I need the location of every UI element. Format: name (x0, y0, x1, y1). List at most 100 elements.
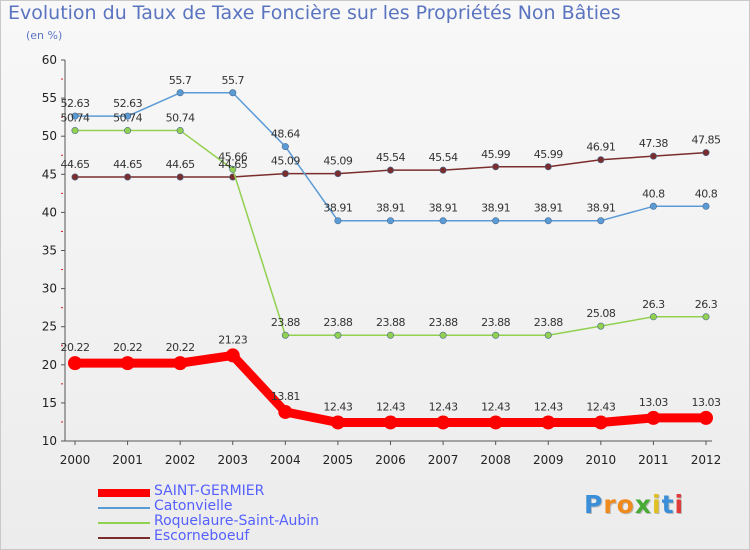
data-label: 44.65 (113, 158, 142, 171)
data-point (173, 356, 188, 371)
data-label: 45.99 (481, 148, 510, 161)
y-tick-label: 10 (42, 434, 57, 448)
data-label: 45.09 (271, 155, 300, 168)
data-point (492, 217, 500, 225)
y-tick-label: 55 (42, 91, 57, 105)
x-tick-label: 2006 (375, 453, 406, 467)
data-point (492, 163, 500, 171)
data-label: 52.63 (61, 97, 90, 110)
legend-label: Catonvielle (154, 498, 233, 514)
data-label: 50.74 (166, 112, 195, 125)
data-point (544, 163, 552, 171)
data-point (597, 156, 605, 164)
data-point (176, 127, 184, 135)
x-tick-label: 2008 (480, 453, 511, 467)
data-label: 20.22 (61, 341, 90, 354)
x-tick-label: 2011 (638, 453, 669, 467)
data-label: 50.74 (61, 112, 90, 125)
data-point (702, 149, 710, 157)
data-point (71, 173, 79, 181)
data-label: 38.91 (481, 202, 510, 215)
data-point (334, 217, 342, 225)
y-tick-label: 20 (42, 358, 57, 372)
data-point (436, 415, 451, 430)
data-label: 20.22 (166, 341, 195, 354)
data-label: 45.54 (429, 151, 458, 164)
chart-title: Evolution du Taux de Taxe Foncière sur l… (8, 2, 621, 24)
data-label: 40.8 (695, 187, 718, 200)
data-label: 46.91 (586, 141, 615, 154)
x-tick-label: 2010 (586, 453, 617, 467)
data-label: 13.03 (639, 396, 668, 409)
data-label: 23.88 (376, 316, 405, 329)
data-label: 21.23 (218, 333, 247, 346)
data-point (68, 356, 82, 371)
data-point (281, 143, 289, 151)
legend-swatch (98, 537, 150, 539)
logo-letter: r (603, 490, 617, 519)
x-tick-label: 2007 (428, 453, 459, 467)
data-label: 12.43 (429, 400, 458, 413)
data-point (330, 415, 345, 430)
data-label: 26.3 (642, 298, 665, 311)
data-point (386, 331, 394, 339)
data-point (386, 217, 394, 225)
data-label: 13.03 (692, 396, 721, 409)
data-label: 38.91 (376, 202, 405, 215)
data-point (334, 331, 342, 339)
data-point (225, 348, 240, 363)
y-tick-label: 25 (42, 320, 57, 334)
data-point (124, 112, 132, 120)
data-label: 48.64 (271, 128, 300, 141)
data-point (71, 112, 79, 120)
legend-swatch (98, 522, 150, 524)
x-tick-label: 2012 (691, 453, 722, 467)
line-chart: 10 15 20 25 30 35 40 45 50 55 60 2000 2001 2002 2003 20… (42, 53, 722, 467)
y-tick-label: 45 (42, 167, 57, 181)
x-tick-label: 2001 (112, 453, 143, 467)
data-label: 44.65 (218, 158, 247, 171)
proxiti-logo: Proxiti (584, 490, 684, 519)
x-tick-label: 2003 (217, 453, 248, 467)
data-label: 45.99 (534, 148, 563, 161)
data-label: 12.43 (376, 400, 405, 413)
logo-letter: x (634, 490, 652, 519)
data-label: 47.38 (639, 137, 668, 150)
data-label: 23.88 (534, 316, 563, 329)
y-tick-label: 50 (42, 129, 57, 143)
x-tick-label: 2005 (323, 453, 354, 467)
data-label: 12.43 (481, 400, 510, 413)
data-point (120, 356, 135, 371)
data-point (176, 173, 184, 181)
data-label: 23.88 (481, 316, 510, 329)
data-label: 40.8 (642, 187, 665, 200)
data-point (699, 410, 713, 425)
data-label: 52.63 (113, 97, 142, 110)
data-label: 23.88 (429, 316, 458, 329)
data-point (439, 331, 447, 339)
data-point (383, 415, 398, 430)
data-point (649, 313, 657, 321)
data-point (71, 127, 79, 135)
data-point (649, 152, 657, 160)
data-point (229, 165, 237, 173)
data-point (439, 217, 447, 225)
data-label: 12.43 (323, 400, 352, 413)
data-label: 20.22 (113, 341, 142, 354)
data-label: 25.08 (586, 307, 615, 320)
data-point (334, 170, 342, 178)
logo-letter: t (661, 490, 675, 519)
data-label: 45.54 (376, 151, 405, 164)
data-label: 44.65 (166, 158, 195, 171)
legend-label: Roquelaure-Saint-Aubin (154, 513, 320, 529)
data-label: 23.88 (271, 316, 300, 329)
data-label: 38.91 (429, 202, 458, 215)
x-tick-label: 2004 (270, 453, 301, 467)
x-tick-label: 2009 (533, 453, 564, 467)
legend-label: SAINT-GERMIER (154, 483, 265, 499)
data-point (124, 127, 132, 135)
data-label: 45.66 (218, 150, 247, 163)
data-label: 12.43 (534, 400, 563, 413)
chart-subtitle: (en %) (26, 29, 63, 42)
data-point (702, 202, 710, 210)
